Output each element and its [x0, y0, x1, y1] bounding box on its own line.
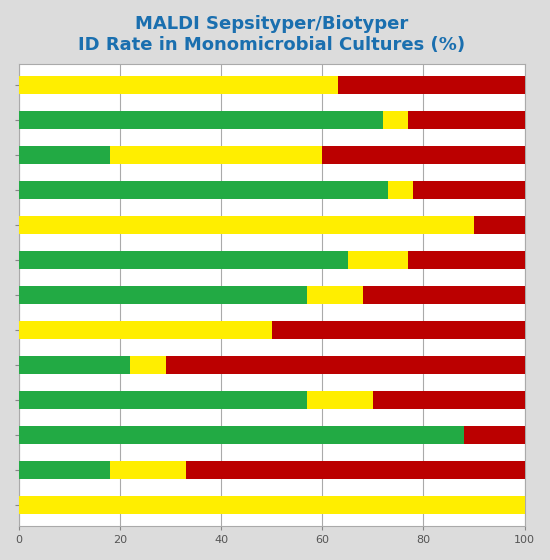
Bar — [166, 356, 525, 374]
Bar — [474, 216, 525, 234]
Bar — [19, 286, 307, 304]
Bar — [414, 181, 525, 199]
Bar — [19, 181, 388, 199]
Bar — [363, 286, 525, 304]
Title: MALDI Sepsityper/Biotyper
ID Rate in Monomicrobial Cultures (%): MALDI Sepsityper/Biotyper ID Rate in Mon… — [78, 15, 465, 54]
Bar — [307, 391, 373, 409]
Bar — [348, 251, 408, 269]
Bar — [19, 111, 383, 129]
Bar — [19, 251, 348, 269]
Bar — [110, 461, 186, 479]
Bar — [19, 496, 525, 514]
Bar — [464, 426, 525, 444]
Bar — [186, 461, 525, 479]
Bar — [383, 111, 408, 129]
Bar — [408, 111, 525, 129]
Bar — [19, 426, 464, 444]
Bar — [373, 391, 525, 409]
Bar — [19, 391, 307, 409]
Bar — [322, 146, 525, 164]
Bar — [307, 286, 363, 304]
Bar — [19, 216, 474, 234]
Bar — [130, 356, 166, 374]
Bar — [19, 356, 130, 374]
Bar — [19, 321, 272, 339]
Bar — [19, 146, 110, 164]
Bar — [19, 461, 110, 479]
Bar — [110, 146, 322, 164]
Bar — [388, 181, 414, 199]
Bar — [408, 251, 525, 269]
Bar — [19, 76, 338, 94]
Bar — [338, 76, 525, 94]
Bar — [272, 321, 525, 339]
